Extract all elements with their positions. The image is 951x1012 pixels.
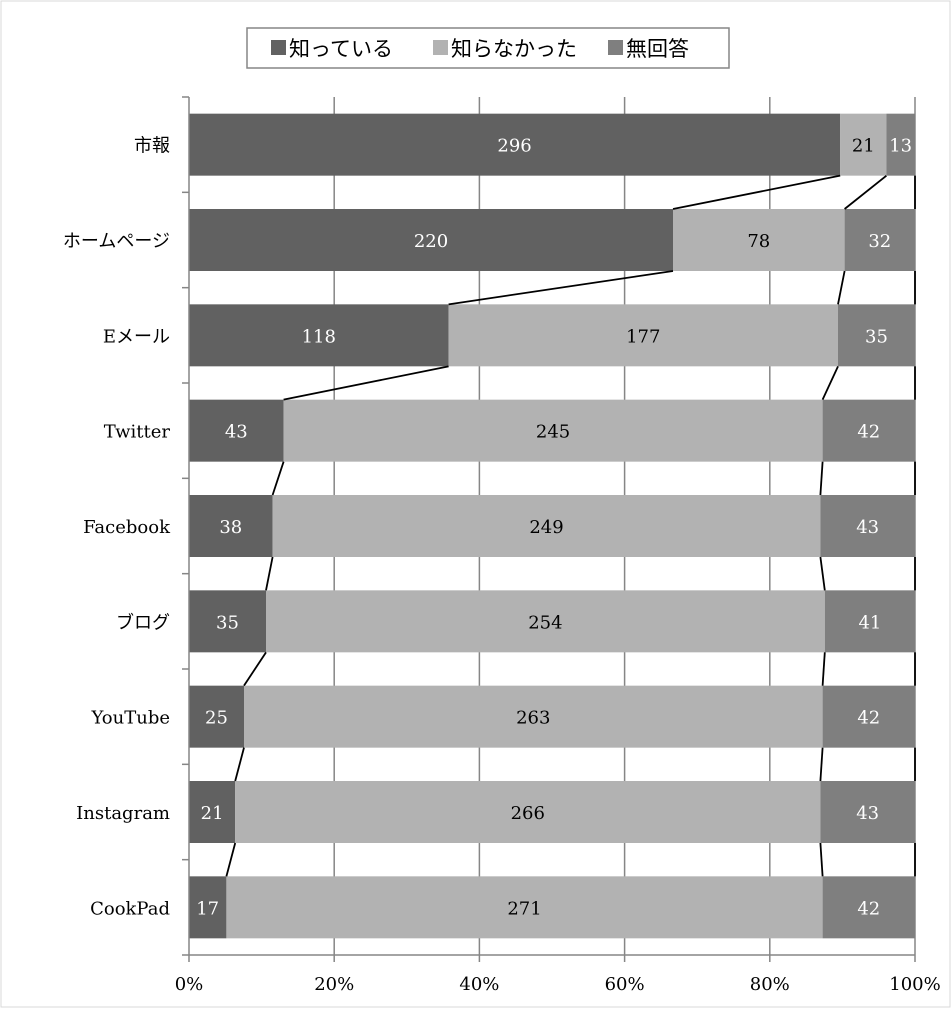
bar-segment — [266, 590, 825, 653]
legend-label: 知っている — [289, 37, 393, 61]
data-label: 271 — [507, 898, 541, 919]
category-label: Facebook — [83, 517, 171, 538]
bar-segment — [844, 209, 915, 271]
category-label: YouTube — [90, 708, 170, 729]
bar-segment — [820, 781, 915, 843]
data-label: 43 — [856, 517, 879, 538]
bar-segment — [189, 685, 244, 748]
category-label: CookPad — [90, 898, 170, 919]
series-line — [448, 270, 674, 306]
data-label: 266 — [511, 803, 545, 824]
data-label: 38 — [219, 517, 242, 538]
bar-segment — [824, 590, 915, 653]
legend-label: 無回答 — [626, 37, 689, 61]
series-line — [819, 556, 826, 591]
data-label: 41 — [858, 612, 881, 633]
legend-box — [246, 27, 730, 69]
legend-swatch — [608, 40, 623, 55]
series-line — [819, 461, 824, 496]
bar-segment — [838, 304, 915, 367]
legend-swatch — [271, 40, 286, 55]
category-label: ブログ — [116, 611, 170, 633]
series-line — [234, 747, 245, 782]
data-label: 42 — [857, 422, 880, 443]
data-label: 118 — [302, 326, 336, 347]
data-label: 32 — [868, 231, 891, 252]
data-label: 296 — [497, 136, 531, 157]
bar-segment — [235, 781, 821, 843]
bar-segment — [283, 399, 823, 462]
series-line — [819, 747, 824, 782]
bar-segment — [840, 113, 887, 176]
bars — [189, 113, 915, 939]
bar-segment — [189, 113, 841, 176]
legend-swatch — [433, 40, 448, 55]
data-label: 78 — [747, 231, 770, 252]
x-tick-label: 60% — [605, 974, 645, 995]
data-labels: 296 21 13 220 78 32 118 177 35 43 245 42 38 249 43 35 25… — [196, 136, 912, 920]
legend-label: 知らなかった — [451, 37, 577, 61]
bar-segment — [822, 685, 915, 748]
data-label: 17 — [196, 898, 219, 919]
data-label: 43 — [225, 422, 248, 443]
bar-segment — [189, 590, 266, 653]
data-label: 245 — [536, 422, 570, 443]
series-line — [265, 556, 274, 591]
series-line — [672, 174, 841, 210]
series-line — [821, 365, 839, 401]
series-line — [225, 842, 237, 877]
data-label: 35 — [216, 612, 239, 633]
data-label: 249 — [529, 517, 563, 538]
bar-segment — [822, 399, 915, 462]
data-label: 42 — [857, 708, 880, 729]
data-label: 35 — [865, 326, 888, 347]
bar-segment — [226, 876, 823, 939]
data-label: 220 — [414, 231, 448, 252]
data-label: 21 — [852, 136, 875, 157]
series-line — [821, 652, 826, 686]
data-label: 263 — [516, 708, 550, 729]
data-label: 43 — [856, 803, 879, 824]
series-lines — [225, 174, 916, 877]
category-label: 市報 — [134, 136, 170, 157]
data-label: 254 — [528, 612, 562, 633]
bar-segment — [244, 685, 823, 748]
bar-segment — [189, 876, 227, 939]
bar-segment — [448, 304, 838, 367]
category-label: Eメール — [103, 326, 170, 347]
bar-segment — [822, 876, 915, 939]
x-tick-label: 100% — [889, 974, 940, 995]
x-tick-label: 40% — [459, 974, 499, 995]
data-label: 42 — [857, 898, 880, 919]
bar-segment — [189, 209, 673, 271]
series-line — [283, 365, 449, 401]
data-label: 25 — [205, 708, 228, 729]
bar-segment — [886, 113, 915, 176]
series-line — [837, 270, 846, 305]
bar-segment — [820, 495, 915, 557]
bar-segment — [189, 781, 236, 843]
bar-segment — [189, 399, 284, 462]
series-line — [271, 461, 285, 496]
bar-segment — [189, 304, 449, 367]
series-line — [819, 842, 824, 877]
category-label: Instagram — [76, 803, 170, 824]
x-tick-label: 80% — [750, 974, 790, 995]
series-line — [243, 651, 267, 687]
data-label: 21 — [201, 803, 224, 824]
bar-segment — [673, 209, 845, 271]
bar-segment — [189, 495, 273, 557]
data-label: 13 — [889, 136, 912, 157]
series-line — [844, 174, 887, 210]
category-label: Twitter — [104, 422, 171, 443]
data-label: 177 — [626, 326, 660, 347]
x-tick-label: 20% — [314, 974, 354, 995]
legend: 知っている 知らなかった 無回答 — [246, 27, 730, 69]
bar-segment — [272, 495, 821, 557]
x-tick-label: 0% — [175, 974, 204, 995]
category-label: ホームページ — [63, 231, 170, 252]
